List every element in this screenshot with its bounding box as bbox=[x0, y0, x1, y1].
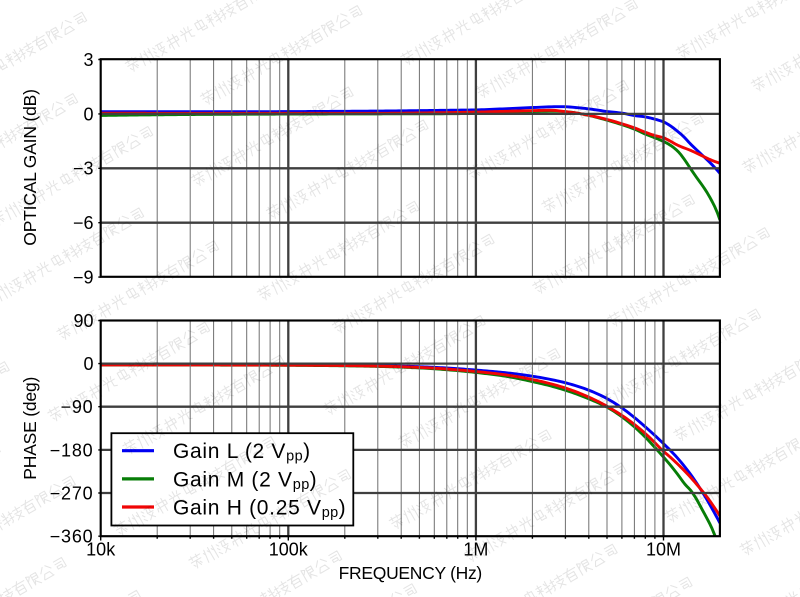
svg-text:90: 90 bbox=[73, 311, 93, 331]
svg-text:−6: −6 bbox=[73, 213, 94, 233]
svg-text:−9: −9 bbox=[73, 268, 94, 288]
svg-text:−360: −360 bbox=[50, 527, 94, 547]
svg-text:OPTICAL GAIN (dB): OPTICAL GAIN (dB) bbox=[20, 89, 40, 245]
svg-text:Gain M (2 Vpp): Gain M (2 Vpp) bbox=[173, 468, 317, 493]
svg-text:0: 0 bbox=[83, 354, 93, 374]
svg-text:100k: 100k bbox=[269, 540, 309, 560]
svg-text:10M: 10M bbox=[646, 540, 681, 560]
svg-text:0: 0 bbox=[83, 104, 93, 124]
svg-text:PHASE (deg): PHASE (deg) bbox=[20, 377, 40, 480]
svg-text:3: 3 bbox=[83, 50, 93, 70]
svg-text:−90: −90 bbox=[61, 397, 94, 417]
svg-text:−270: −270 bbox=[50, 484, 94, 504]
svg-text:−180: −180 bbox=[50, 440, 94, 460]
svg-text:FREQUENCY (Hz): FREQUENCY (Hz) bbox=[339, 563, 482, 583]
svg-text:Gain H (0.25 Vpp): Gain H (0.25 Vpp) bbox=[173, 497, 346, 522]
svg-text:10k: 10k bbox=[86, 540, 116, 560]
